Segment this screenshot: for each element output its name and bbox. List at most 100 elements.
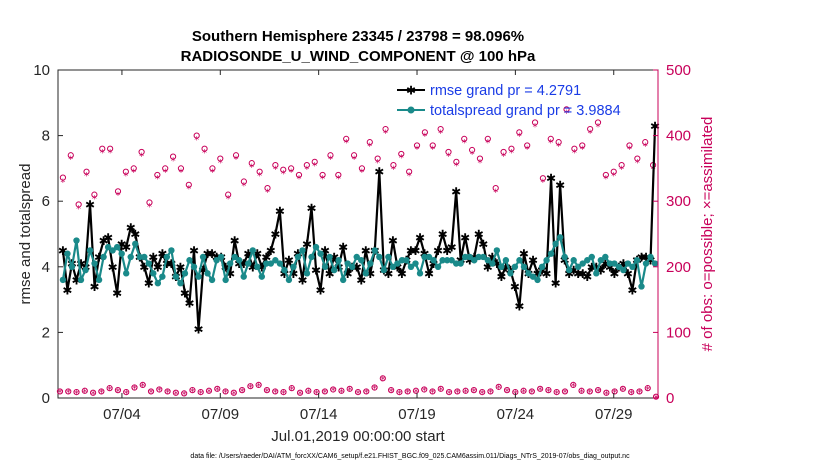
obs-possible-low-marker [214, 385, 221, 392]
rmse-point: ✱ [221, 260, 231, 274]
obs-assimilated-marker: * [603, 174, 608, 185]
obs-assimilated-low-marker: * [372, 384, 377, 395]
obs-assimilated-low-marker: * [430, 388, 435, 399]
rmse-point: ✱ [429, 257, 439, 271]
obs-assimilated-marker: * [273, 164, 278, 175]
rmse-point: ✱ [71, 273, 81, 287]
legend-rmse-label: rmse grand pr = 4.2791 [430, 83, 581, 99]
obs-assimilated-low-marker: * [654, 393, 659, 404]
rmse-point: ✱ [397, 267, 407, 281]
obs-assimilated-low-marker: * [306, 387, 311, 398]
rmse-point: ✱ [316, 283, 326, 297]
y-axis-label-left: rmse and totalspread [17, 164, 34, 305]
obs-assimilated-marker: * [643, 141, 648, 152]
rmse-point: ✱ [325, 267, 335, 281]
rmse-point: ✱ [510, 280, 520, 294]
obs-assimilated-low-marker: * [231, 389, 236, 400]
spread-point [82, 266, 89, 274]
rmse-point: ✱ [356, 273, 366, 287]
obs-possible-low-marker [65, 388, 72, 395]
obs-possible-low-marker [139, 381, 146, 388]
rmse-point: ✱ [465, 254, 475, 268]
obs-possible-marker [185, 181, 192, 188]
obs-possible-marker [508, 145, 515, 152]
rmse-point: ✱ [460, 231, 470, 245]
obs-assimilated-low-marker: * [529, 388, 534, 399]
spread-point [353, 253, 360, 261]
obs-assimilated-marker: * [509, 148, 514, 159]
spread-point [349, 263, 356, 270]
rmse-point: ✱ [410, 244, 420, 258]
spread-point [91, 260, 98, 267]
y-tick-label-left: 10 [33, 62, 50, 79]
spread-point [267, 260, 275, 267]
obs-possible-marker [492, 184, 499, 192]
rmse-point: ✱ [623, 267, 633, 281]
rmse-point: ✱ [392, 260, 402, 274]
obs-assimilated-marker: * [147, 202, 152, 213]
rmse-point: ✱ [528, 254, 538, 268]
obs-assimilated-low-marker: * [264, 387, 269, 398]
rmse-point: ✱ [126, 221, 136, 235]
obs-possible-low-marker [379, 375, 386, 382]
y-tick-label-right: 300 [666, 193, 691, 210]
obs-possible-low-marker [272, 388, 279, 395]
spread-point [484, 257, 492, 264]
obs-possible-marker [610, 168, 617, 175]
spread-point [326, 253, 333, 261]
obs-assimilated-low-marker: * [579, 387, 584, 398]
spread-point [231, 253, 238, 261]
rmse-point: ✱ [578, 267, 588, 281]
obs-possible-low-marker [81, 387, 88, 394]
rmse-point: ✱ [361, 244, 371, 258]
obs-assimilated-low-marker: * [571, 382, 576, 393]
rmse-point: ✱ [442, 244, 452, 258]
obs-possible-low-marker [586, 388, 593, 395]
obs-possible-low-marker [73, 388, 80, 396]
obs-assimilated-marker: * [116, 191, 121, 202]
spread-point [471, 257, 478, 264]
obs-assimilated-marker: * [186, 184, 191, 195]
rmse-point: ✱ [487, 250, 497, 264]
obs-possible-low-marker [611, 388, 618, 395]
rmse-point: ✱ [239, 257, 249, 271]
spread-point [181, 270, 189, 277]
spread-point [208, 276, 216, 284]
spread-point [593, 270, 600, 277]
spread-point [633, 257, 641, 264]
spread-point [104, 243, 112, 251]
obs-assimilated-low-marker: * [289, 385, 294, 396]
spread-point [642, 260, 650, 267]
rmse-point: ✱ [85, 198, 95, 212]
rmse-point: ✱ [582, 270, 592, 284]
obs-assimilated-marker: * [352, 155, 357, 166]
spread-point [177, 280, 184, 287]
spread-point [136, 253, 143, 261]
rmse-point: ✱ [103, 231, 113, 245]
obs-assimilated-low-marker: * [331, 386, 336, 397]
obs-assimilated-low-marker: * [645, 385, 650, 396]
spread-point [398, 257, 406, 264]
spread-point [570, 257, 577, 264]
spread-point [64, 250, 71, 257]
rmse-point: ✱ [591, 260, 601, 274]
obs-assimilated-low-marker: * [538, 385, 543, 396]
spread-point [480, 253, 487, 261]
spread-point [245, 260, 252, 267]
obs-assimilated-low-marker: * [612, 388, 617, 399]
spread-point [538, 263, 546, 270]
obs-possible-marker [484, 135, 491, 142]
obs-assimilated-low-marker: * [546, 387, 551, 398]
spread-point [132, 240, 139, 248]
obs-assimilated-low-marker: * [223, 388, 228, 399]
spread-point [285, 276, 293, 284]
obs-assimilated-low-marker: * [422, 386, 427, 397]
obs-possible-low-marker [594, 387, 602, 394]
spread-point [588, 253, 595, 261]
spread-point [122, 270, 130, 277]
spread-point [240, 273, 247, 280]
spread-point [339, 276, 347, 284]
spread-point [118, 250, 125, 257]
rmse-point: ✱ [302, 237, 312, 251]
obs-assimilated-marker: * [76, 204, 81, 215]
